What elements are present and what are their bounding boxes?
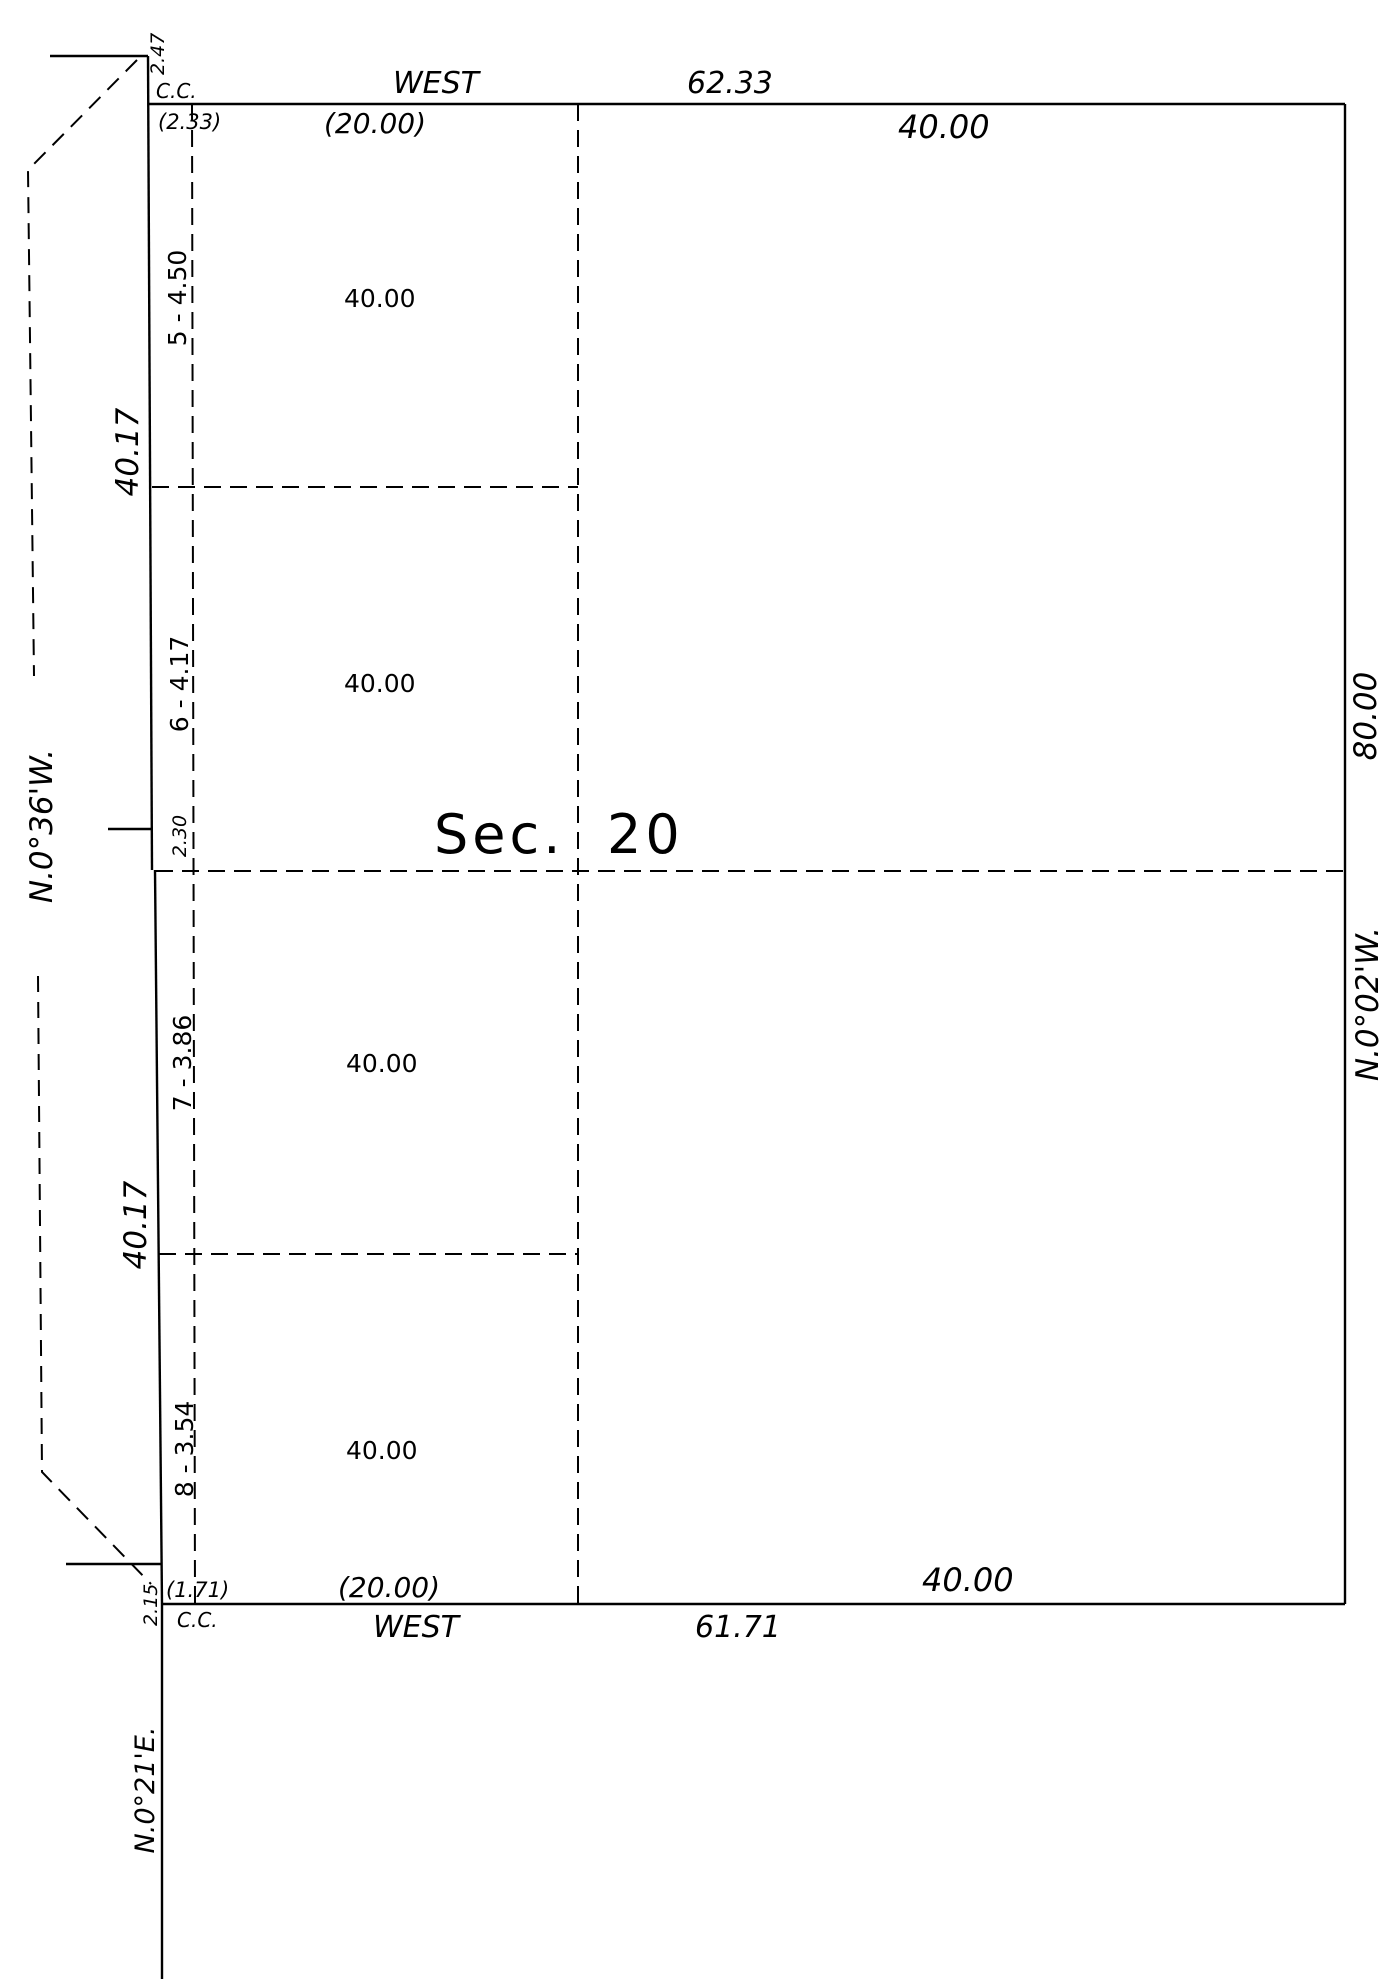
south-east-half: 40.00 — [922, 1561, 1014, 1599]
west-bearing-bracket-lower — [37, 975, 152, 1585]
west-bearing: N.0°36'W. — [24, 749, 60, 903]
south-bearing: WEST — [373, 1610, 462, 1645]
lot-7-label: 7 - 3.86 — [168, 1015, 197, 1111]
south-strip-width: (20.00) — [338, 1571, 440, 1604]
south-line-bearing: N.0°21'E. — [130, 1727, 161, 1854]
north-lot-width: (2.33) — [158, 110, 221, 134]
lot-8-label: 8 - 3.54 — [170, 1401, 199, 1497]
lot-5-acres: 40.00 — [344, 284, 416, 313]
west-north-quarter: 40.17 — [110, 407, 146, 496]
section-number: 20 — [607, 803, 684, 866]
lot-7-acres: 40.00 — [346, 1049, 418, 1078]
north-corner-label: C.C. — [156, 79, 197, 103]
lot-line-west — [191, 103, 196, 1605]
south-offset: 2.15 — [140, 1584, 162, 1626]
lot-6-acres: 40.00 — [344, 669, 416, 698]
west-south-quarter: 40.17 — [118, 1180, 154, 1269]
lot-8-acres: 40.00 — [346, 1436, 418, 1465]
south-length: 61.71 — [695, 1610, 781, 1645]
north-strip-width: (20.00) — [324, 107, 426, 140]
east-length: 80.00 — [1348, 672, 1384, 761]
west-boundary-line-lower — [153, 869, 164, 1605]
west-bearing-bracket-upper — [26, 59, 138, 677]
north-bearing: WEST — [393, 66, 482, 101]
north-length: 62.33 — [687, 66, 773, 101]
west-midpoint-offset: 2.30 — [169, 815, 191, 857]
section-prefix: Sec. — [434, 803, 564, 866]
south-lot-width: (1.71) — [166, 1578, 229, 1602]
north-offset: 2.47 — [147, 33, 169, 75]
lot-6-label: 6 - 4.17 — [165, 636, 194, 732]
west-boundary-line-upper — [146, 55, 154, 871]
south-corner-label: C.C. — [177, 1608, 218, 1632]
east-bearing: N.0°02'W. — [1350, 927, 1384, 1081]
lot-5-label: 5 - 4.50 — [163, 250, 192, 346]
north-east-half: 40.00 — [898, 108, 990, 146]
